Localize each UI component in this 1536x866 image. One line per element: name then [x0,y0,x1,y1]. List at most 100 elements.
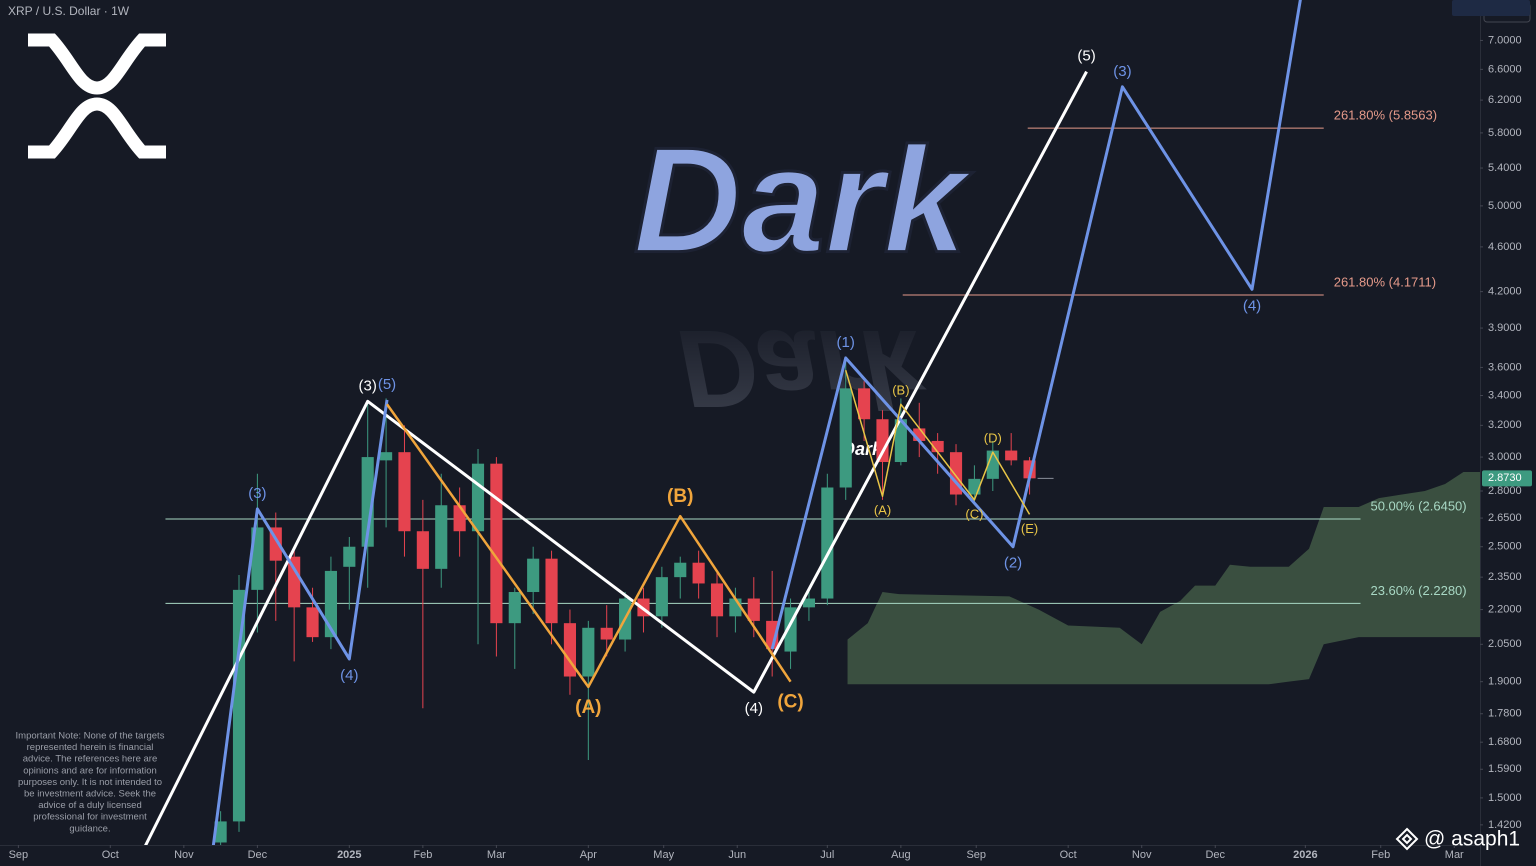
last-price-box [1482,470,1532,487]
note-line: be investment advice. Seek the [24,789,156,800]
candle-body [876,419,889,463]
wave-label: (B) [667,486,693,507]
x-tick-label: Mar [487,849,506,861]
author: @ asaph1 [1424,828,1520,851]
x-tick-label: 2025 [337,849,361,861]
candle-body [398,452,411,532]
candle-body [435,505,448,569]
y-tick-label: 3.4000 [1488,389,1522,401]
level-label: 50.00% (2.6450) [1370,498,1466,513]
level-label: 261.80% (5.8563) [1334,108,1437,123]
wave-line [144,70,1088,845]
wave-label: (D) [984,431,1002,446]
candle-body [490,463,503,624]
y-tick-label: 7.0000 [1488,34,1522,46]
x-tick-label: Dec [1205,849,1225,861]
y-tick-label: 5.0000 [1488,200,1522,212]
y-tick-label: 2.6500 [1488,512,1522,524]
candle-body [655,577,668,617]
candle-body [380,452,393,461]
x-tick-label: Jul [820,849,834,861]
candle-body [894,419,907,463]
note-line: opinions and are for information [23,765,157,776]
wave-label: (5) [378,376,396,393]
xrp-logo [28,33,166,159]
candle-body [802,598,816,608]
wave-label: (3) [359,377,377,394]
wave-label: (3) [248,485,266,502]
candle-body [600,627,613,640]
candle-body [582,627,595,677]
high-marker [1452,0,1530,16]
candle-body [692,562,705,584]
wave-label: (C) [965,506,983,521]
x-tick-label: Oct [1060,849,1077,861]
candle-body [453,505,466,532]
plot-area [144,0,1480,845]
candle-body [674,562,687,578]
x-tick-label: Jun [728,849,746,861]
x-tick-label: Aug [891,849,911,861]
x-tick-label: May [653,849,674,861]
y-tick-label: 1.4200 [1488,819,1522,831]
wave-label: (B) [892,383,909,398]
wave-label: (C) [777,692,803,713]
wave-label: (E) [1021,521,1038,536]
y-tick-label: 1.7800 [1488,708,1522,720]
candle-body [968,478,981,495]
candle-body [214,821,227,843]
wave-line [211,399,389,845]
x-tick-label: Apr [580,849,597,861]
candle-body [527,558,540,593]
note-line: advice. The references here are [23,754,157,765]
y-tick-label: 2.2000 [1488,603,1522,615]
cloud [847,472,1480,685]
candle-body [324,570,337,638]
wave-label: (1) [837,334,855,351]
candle-body [821,487,834,599]
note-line: advice of a duly licensed [38,800,142,811]
chart-title: XRP / U.S. Dollar · 1W [8,4,130,18]
wave-label: (3) [1113,63,1131,80]
wave-label: (A) [874,503,891,518]
level-label: 23.60% (2.2280) [1370,583,1466,598]
watermark-reflection: Dark [678,307,927,430]
y-tick-label: 4.6000 [1488,241,1522,253]
x-tick-label: Sep [966,849,986,861]
y-tick-label: 6.6000 [1488,63,1522,75]
note-line: guidance. [69,823,110,834]
x-tick-label: Sep [9,849,29,861]
wave-label: (4) [340,667,358,684]
x-tick-label: Oct [102,849,119,861]
candle-body [747,598,760,621]
author-logo [1395,827,1419,851]
x-tick-label: Nov [174,849,194,861]
x-tick-label: 2026 [1293,849,1317,861]
candle-body [306,607,319,638]
candle-body [471,463,485,532]
level-label: 261.80% (4.1711) [1334,274,1436,289]
x-tick-label: Mar [1445,849,1464,861]
y-tick-label: 5.8000 [1488,127,1522,139]
note-line: professional for investment [33,812,147,823]
disclaimer: Important Note: None of the targetsrepre… [16,731,165,835]
candle-body [545,558,558,624]
wave-label: (5) [1077,48,1095,65]
wave-label: (4) [1243,297,1261,314]
wave-label: (2) [1004,555,1022,572]
y-tick-label: 6.2000 [1488,94,1522,106]
note-line: purposes only. It is not intended to [18,777,162,788]
watermark: Dark [633,116,973,284]
y-tick-label: 3.2000 [1488,419,1522,431]
y-tick-label: 5.4000 [1488,162,1522,174]
y-tick-label: 2.5000 [1488,541,1522,553]
y-tick-label: 3.0000 [1488,451,1522,463]
y-tick-label: 1.5000 [1488,792,1522,804]
y-tick-label: 4.2000 [1488,286,1522,298]
y-tick-label: 2.8000 [1488,485,1522,497]
x-tick-label: Feb [1371,849,1390,861]
candle-body [710,583,724,617]
